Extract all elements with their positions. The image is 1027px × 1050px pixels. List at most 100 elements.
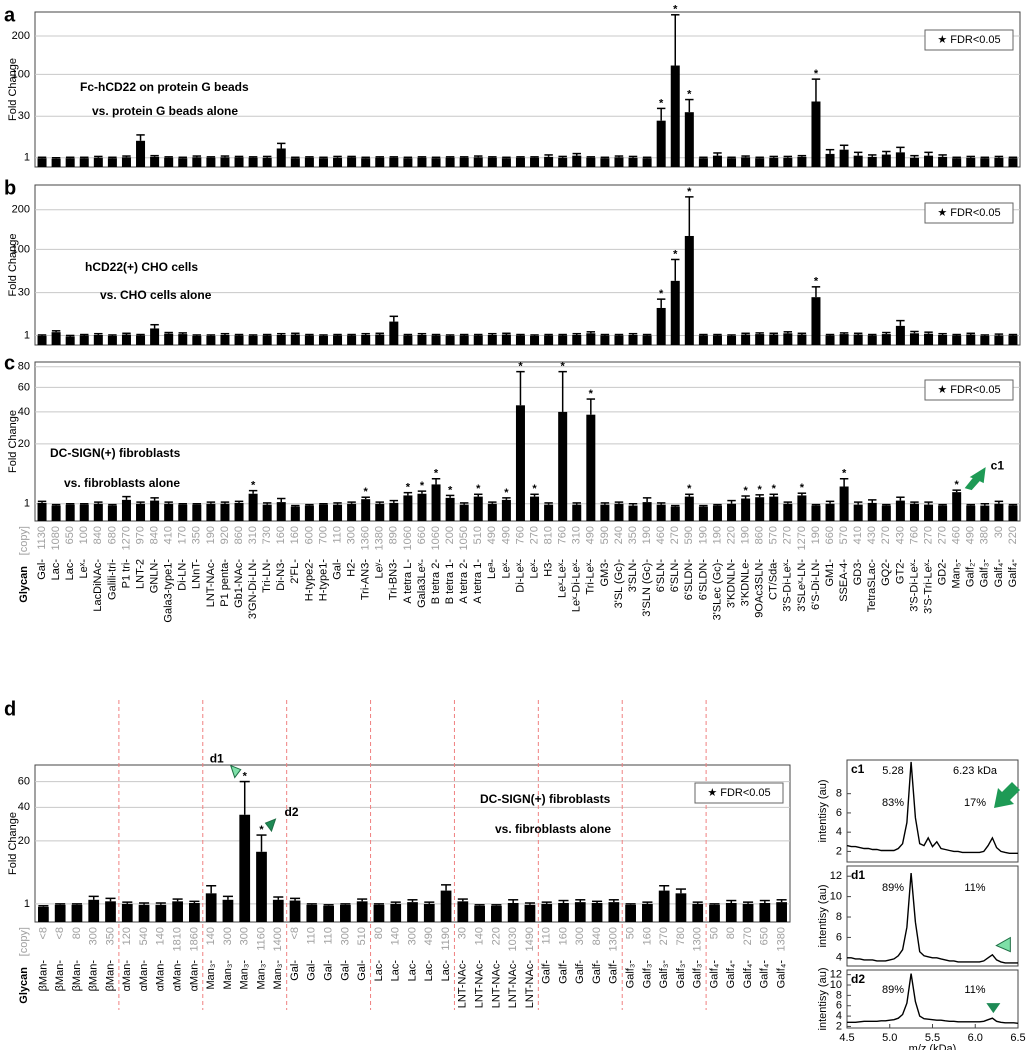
error-bar <box>671 258 680 281</box>
bar <box>121 499 131 521</box>
significance-marker: * <box>673 4 678 16</box>
error-bar <box>88 895 99 900</box>
bar <box>361 499 371 521</box>
bar <box>487 503 497 521</box>
bar <box>318 504 328 521</box>
bar <box>938 156 948 167</box>
bar <box>192 504 202 521</box>
bar <box>347 335 357 345</box>
x-axis-label: m/z (kDa) <box>909 1043 957 1050</box>
x-tick-label: Galf- <box>608 960 620 984</box>
bar <box>698 158 708 167</box>
error-bar <box>769 155 778 158</box>
error-bar <box>37 500 47 503</box>
bar <box>389 502 399 521</box>
x-tick-label: LNT-NAc- <box>490 960 502 1009</box>
annotation: vs. CHO cells alone <box>100 288 212 302</box>
bar <box>586 157 596 167</box>
copy-label: 1060 <box>430 526 442 550</box>
copy-label: 220 <box>725 526 737 544</box>
x-tick-label: LNT-NAc- <box>205 559 217 608</box>
error-bar <box>586 331 596 334</box>
error-bar <box>361 496 370 500</box>
copy-label: 140 <box>474 927 486 945</box>
error-bar <box>375 501 384 504</box>
error-bar <box>709 903 720 905</box>
bar <box>558 902 569 922</box>
bar <box>93 334 103 345</box>
copy-label: 270 <box>528 526 540 544</box>
error-bar <box>150 154 159 157</box>
bar <box>769 157 779 167</box>
copy-label: 490 <box>486 526 498 544</box>
bar <box>403 495 413 521</box>
bar <box>389 321 399 345</box>
bar <box>347 157 357 167</box>
error-bar <box>459 502 469 505</box>
copy-label: 300 <box>574 927 586 945</box>
copy-label: 270 <box>669 526 681 544</box>
bar <box>755 334 765 345</box>
error-bar <box>277 142 286 149</box>
error-bar <box>239 780 250 815</box>
x-tick-label: 3'S-Tri-Leˣ- <box>922 559 934 614</box>
error-bar <box>699 333 708 336</box>
x-tick-label: SSEA-4- <box>838 559 850 602</box>
x-tick-label: Gala3-type1- <box>163 559 175 623</box>
copy-label: 760 <box>557 526 569 544</box>
spectrum-line <box>846 761 1018 854</box>
x-tick-label: LNT-NAc- <box>457 960 469 1009</box>
x-tick-label: Man₃- <box>272 960 284 990</box>
error-bar <box>797 492 807 496</box>
x-tick-label: 3'SLN- <box>627 559 639 593</box>
error-bar <box>306 903 317 905</box>
copy-label: 570 <box>838 526 850 544</box>
x-tick-label: Lac- <box>390 960 402 982</box>
x-tick-label: Gal- <box>306 960 318 981</box>
bar <box>234 157 244 167</box>
bar <box>980 505 990 521</box>
bar <box>390 903 402 922</box>
bar <box>727 335 737 345</box>
error-bar <box>417 332 427 335</box>
x-tick-label: H-type2- <box>303 559 315 602</box>
error-bar <box>544 333 553 336</box>
x-tick-label: GNLN- <box>149 559 161 594</box>
significance-marker: * <box>814 68 819 80</box>
error-bar <box>491 904 502 906</box>
bar <box>769 334 779 345</box>
error-bar <box>524 902 535 905</box>
copy-label: 660 <box>416 526 428 544</box>
error-bar <box>431 478 441 485</box>
error-bar <box>776 899 787 903</box>
bar <box>262 335 272 345</box>
y-tick-label: 1 <box>24 329 30 341</box>
bar <box>138 904 150 922</box>
x-tick-label: 6'SLDN- <box>683 559 695 601</box>
x-tick-label: Gal- <box>331 559 343 580</box>
error-bar <box>234 500 244 503</box>
error-bar <box>94 332 103 335</box>
error-bar <box>671 14 680 66</box>
copy-label: 380 <box>979 526 991 544</box>
bar <box>994 335 1004 345</box>
bar <box>248 335 258 345</box>
panel-label: c <box>4 352 15 374</box>
copy-label: 300 <box>88 927 100 945</box>
annotation: 11% <box>964 984 985 996</box>
x-tick-label: B tetra 1- <box>444 559 456 605</box>
error-bar <box>234 333 244 336</box>
x-tick-label: Di-Leˣ- <box>514 559 526 593</box>
copy-label: 860 <box>754 526 766 544</box>
copy-label: 1400 <box>272 927 284 951</box>
copy-label: 650 <box>64 526 76 544</box>
copy-label: 1030 <box>507 927 519 951</box>
error-bar <box>361 332 370 335</box>
bar <box>825 335 835 345</box>
copy-label: 860 <box>233 526 245 544</box>
copy-label: 110 <box>323 927 335 945</box>
y-tick-label: 60 <box>18 775 30 787</box>
x-tick-label: Leˣ- <box>500 559 512 579</box>
copy-label: 730 <box>261 526 273 544</box>
x-tick-label: GM1- <box>824 559 836 587</box>
